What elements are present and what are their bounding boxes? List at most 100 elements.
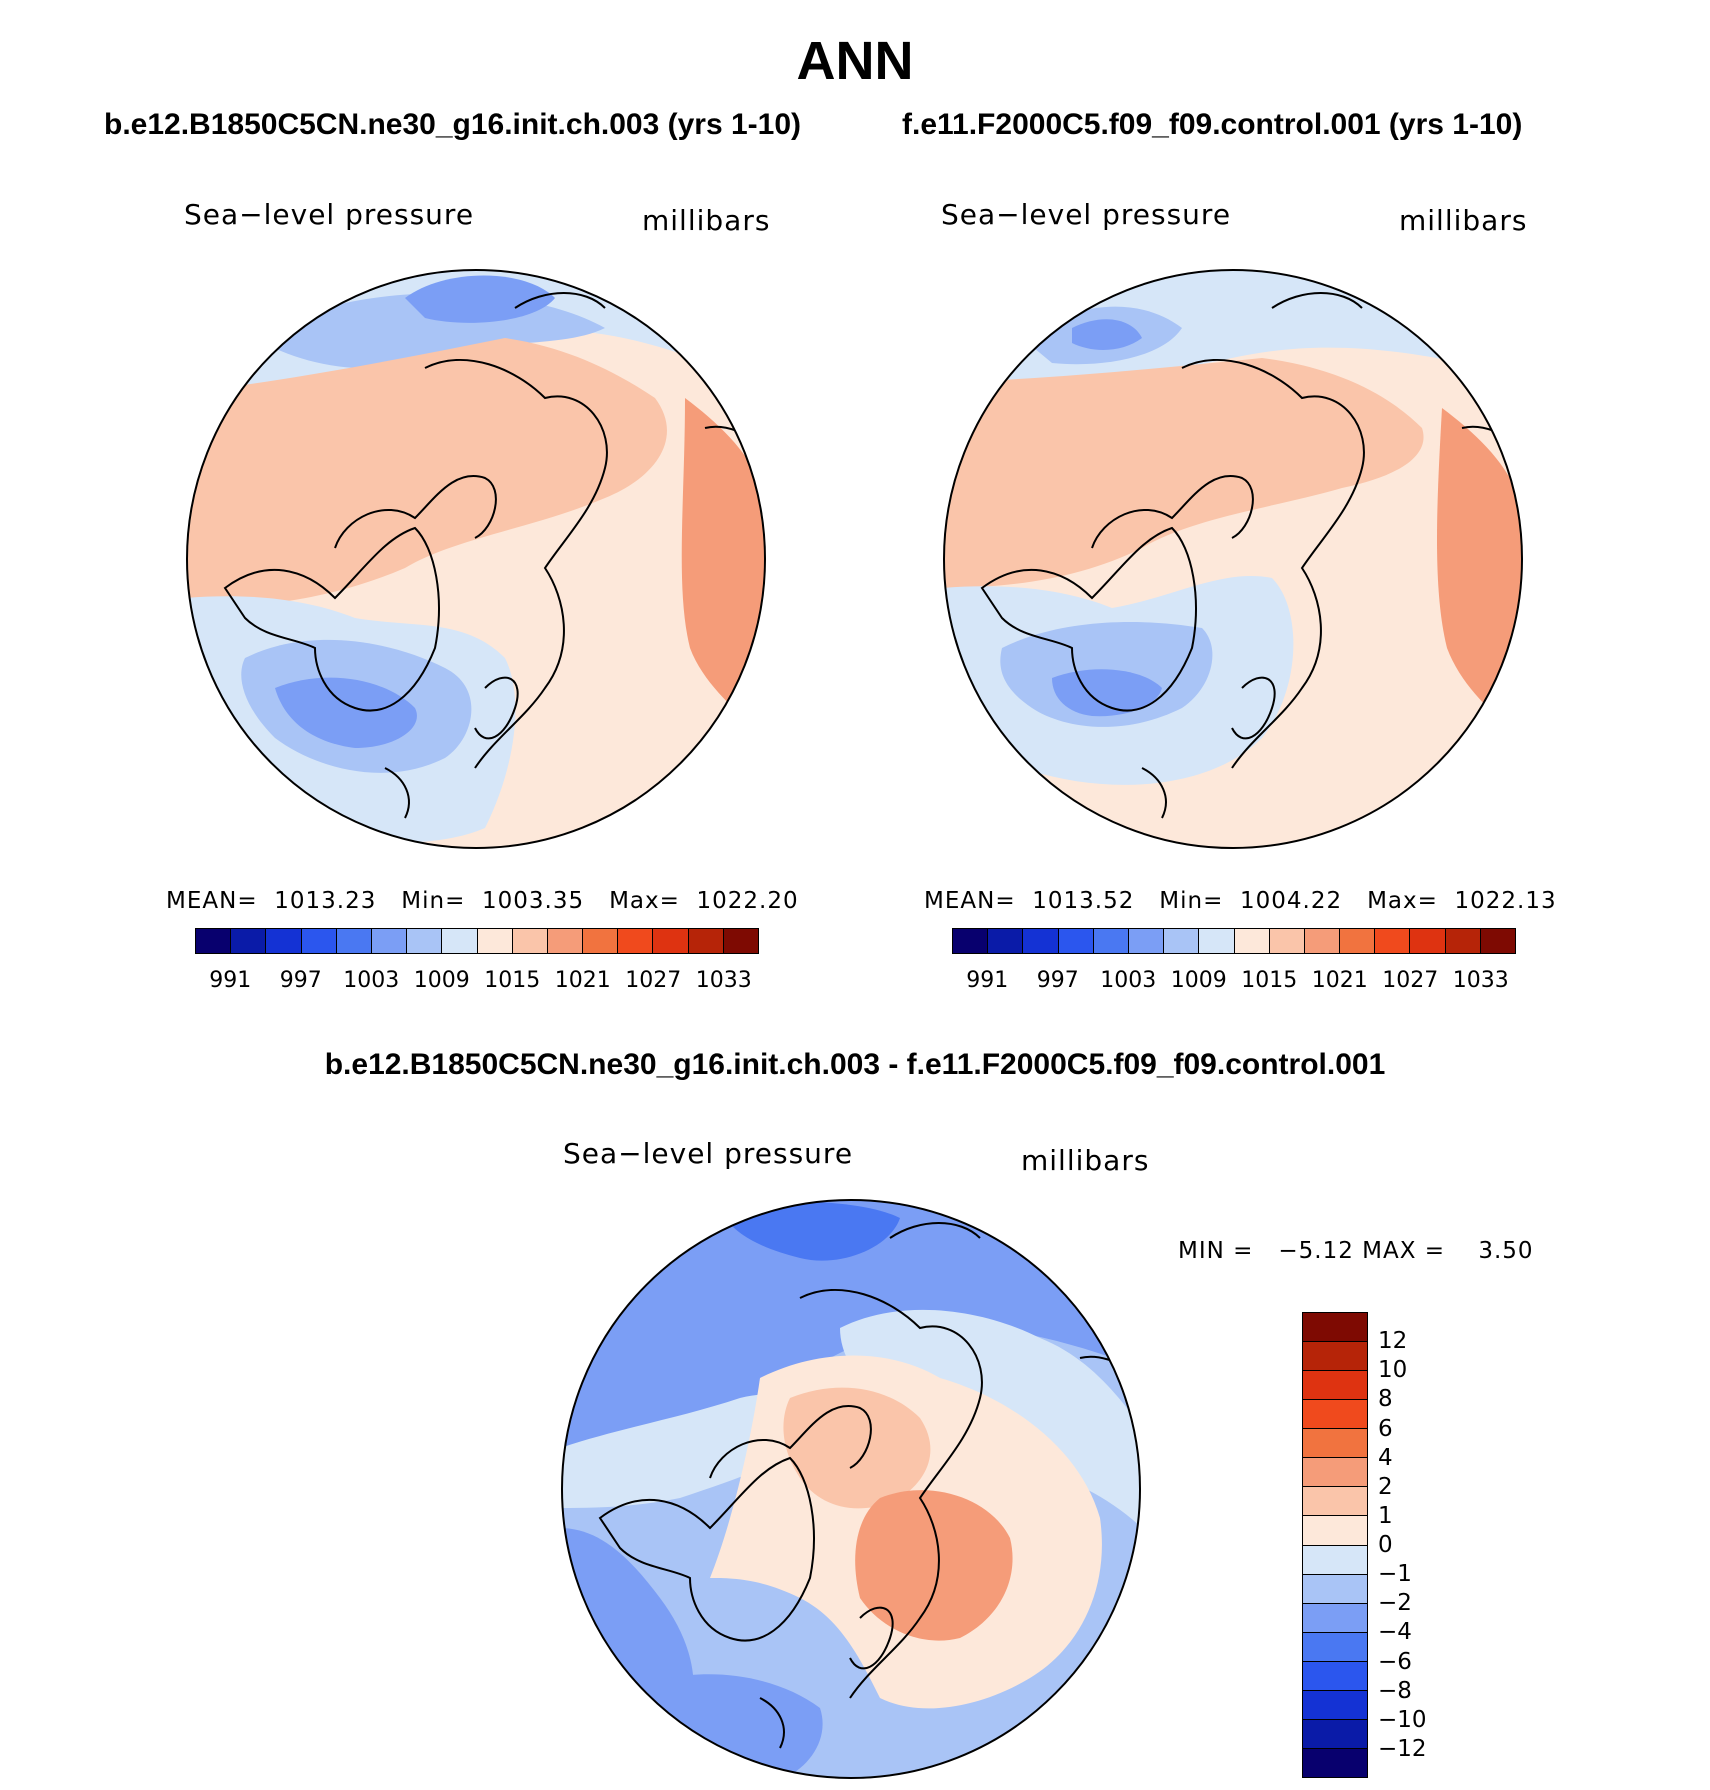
- page-title: ANN: [796, 31, 914, 91]
- left-min-value: 1003.35: [482, 888, 585, 914]
- alaska-coast: [889, 1222, 981, 1239]
- right-mean-label: MEAN=: [924, 888, 1016, 914]
- colorbar-tick-label: 991: [209, 968, 252, 993]
- colorbar-swatch: [1303, 1603, 1367, 1633]
- colorbar-swatch: [1303, 1458, 1367, 1488]
- right-min-value: 1004.22: [1240, 888, 1343, 914]
- colorbar-tick-label: 10: [1378, 1357, 1408, 1384]
- colorbar-swatch: [1480, 929, 1515, 953]
- colorbar-swatch: [336, 929, 372, 953]
- right-stats: MEAN= 1013.52 Min= 1004.22 Max= 1022.13: [924, 888, 1557, 914]
- eurasia-coast: [799, 1289, 983, 1699]
- siberia-positive-core: [855, 1490, 1013, 1641]
- left-max-label: Max=: [609, 888, 680, 914]
- colorbar-tick-label: −1: [1378, 1561, 1412, 1588]
- colorbar-swatch: [407, 929, 443, 953]
- colorbar-swatch: [266, 929, 302, 953]
- left-max-value: 1022.20: [696, 888, 799, 914]
- map-boundary: [561, 1199, 1141, 1779]
- colorbar-swatch: [1058, 929, 1094, 953]
- colorbar-swatch: [988, 929, 1024, 953]
- colorbar-tick-label: 6: [1378, 1415, 1393, 1442]
- colorbar-tick-label: −10: [1378, 1706, 1427, 1733]
- colorbar-swatch: [512, 929, 548, 953]
- british-isles: [1141, 767, 1167, 819]
- diff-case-title: b.e12.B1850C5CN.ne30_g16.init.ch.003 - f…: [324, 1048, 1386, 1081]
- colorbar-swatch: [1303, 1371, 1367, 1401]
- eurasia-coast: [1181, 359, 1365, 769]
- colorbar-swatch: [547, 929, 584, 953]
- british-isles: [759, 1697, 785, 1749]
- colorbar-swatch: [231, 929, 267, 953]
- colorbar-tick-label: 2: [1378, 1473, 1393, 1500]
- right-variable-label: Sea−level pressure: [941, 198, 1232, 231]
- colorbar-tick-label: −6: [1378, 1648, 1412, 1675]
- icelandic-low-core: [275, 677, 417, 748]
- colorbar-tick-label: 1: [1378, 1502, 1393, 1529]
- eurasia-coast: [424, 359, 608, 769]
- colorbar-swatch: [1303, 1719, 1367, 1749]
- scandinavia-coast: [474, 676, 519, 740]
- right-polar-map: [943, 269, 1523, 849]
- colorbar-swatch: [1093, 929, 1129, 953]
- aleutian-low-core: [405, 275, 555, 323]
- right-case-title: f.e11.F2000C5.f09_f09.control.001 (yrs 1…: [902, 108, 1523, 141]
- map-boundary: [943, 269, 1523, 849]
- colorbar-tick-label: 0: [1378, 1532, 1393, 1558]
- colorbar-tick-label: 1033: [695, 968, 752, 993]
- colorbar-tick-label: 1021: [554, 968, 611, 993]
- colorbar-swatch: [1303, 1545, 1367, 1575]
- colorbar-swatch: [723, 929, 758, 953]
- colorbar-swatch: [1303, 1313, 1367, 1343]
- diff-polar-map: [561, 1199, 1141, 1779]
- left-variable-label: Sea−level pressure: [184, 198, 475, 231]
- colorbar-tick-label: −4: [1378, 1619, 1412, 1646]
- map-boundary: [186, 269, 766, 849]
- diff-colorbar: [1302, 1312, 1368, 1778]
- aleutian-negative-core: [720, 1201, 900, 1261]
- alaska-coast: [1271, 292, 1363, 309]
- colorbar-tick-label: −2: [1378, 1590, 1412, 1617]
- canadian-archipelago: [334, 475, 497, 549]
- colorbar-tick-label: 1009: [413, 968, 470, 993]
- colorbar-swatch: [583, 929, 619, 953]
- colorbar-swatch: [1023, 929, 1059, 953]
- greenland-coast: [223, 526, 440, 712]
- colorbar-swatch: [1234, 929, 1270, 953]
- colorbar-tick-label: 997: [1036, 968, 1079, 993]
- right-mean-value: 1013.52: [1032, 888, 1135, 914]
- left-stats: MEAN= 1013.23 Min= 1003.35 Max= 1022.20: [166, 888, 799, 914]
- greenland-coast: [598, 1456, 815, 1642]
- right-colorbar: [952, 928, 1516, 954]
- colorbar-tick-label: 1003: [343, 968, 400, 993]
- colorbar-swatch: [953, 929, 989, 953]
- colorbar-swatch: [1445, 929, 1481, 953]
- siberian-high-region: [681, 398, 765, 738]
- colorbar-tick-label: 1021: [1311, 968, 1368, 993]
- alaska-coast: [514, 292, 606, 309]
- colorbar-swatch: [1164, 929, 1200, 953]
- siberian-high-region: [1437, 408, 1522, 738]
- colorbar-tick-label: 1003: [1100, 968, 1157, 993]
- colorbar-swatch: [1303, 1690, 1367, 1720]
- colorbar-swatch: [301, 929, 337, 953]
- coastlines: [980, 292, 1518, 819]
- right-min-label: Min=: [1159, 888, 1224, 914]
- diff-max-label: MAX =: [1362, 1238, 1446, 1264]
- right-max-value: 1022.13: [1454, 888, 1557, 914]
- colorbar-tick-label: 997: [279, 968, 322, 993]
- colorbar-swatch: [1303, 1632, 1367, 1662]
- diff-units-label: millibars: [1021, 1144, 1150, 1177]
- diff-stats: MIN = −5.12 MAX = 3.50: [1178, 1238, 1534, 1264]
- colorbar-swatch: [1303, 1487, 1367, 1517]
- left-colorbar-ticks: 991 997 1003 1009 1015 1021 1027 1033: [195, 968, 759, 998]
- colorbar-swatch: [1303, 1574, 1367, 1604]
- diff-min-value: −5.12: [1278, 1238, 1354, 1264]
- colorbar-swatch: [1375, 929, 1411, 953]
- colorbar-swatch: [1303, 1748, 1367, 1777]
- colorbar-swatch: [1303, 1661, 1367, 1691]
- colorbar-tick-label: −8: [1378, 1677, 1412, 1704]
- colorbar-swatch: [1128, 929, 1165, 953]
- diff-max-value: 3.50: [1478, 1238, 1534, 1264]
- left-min-label: Min=: [401, 888, 466, 914]
